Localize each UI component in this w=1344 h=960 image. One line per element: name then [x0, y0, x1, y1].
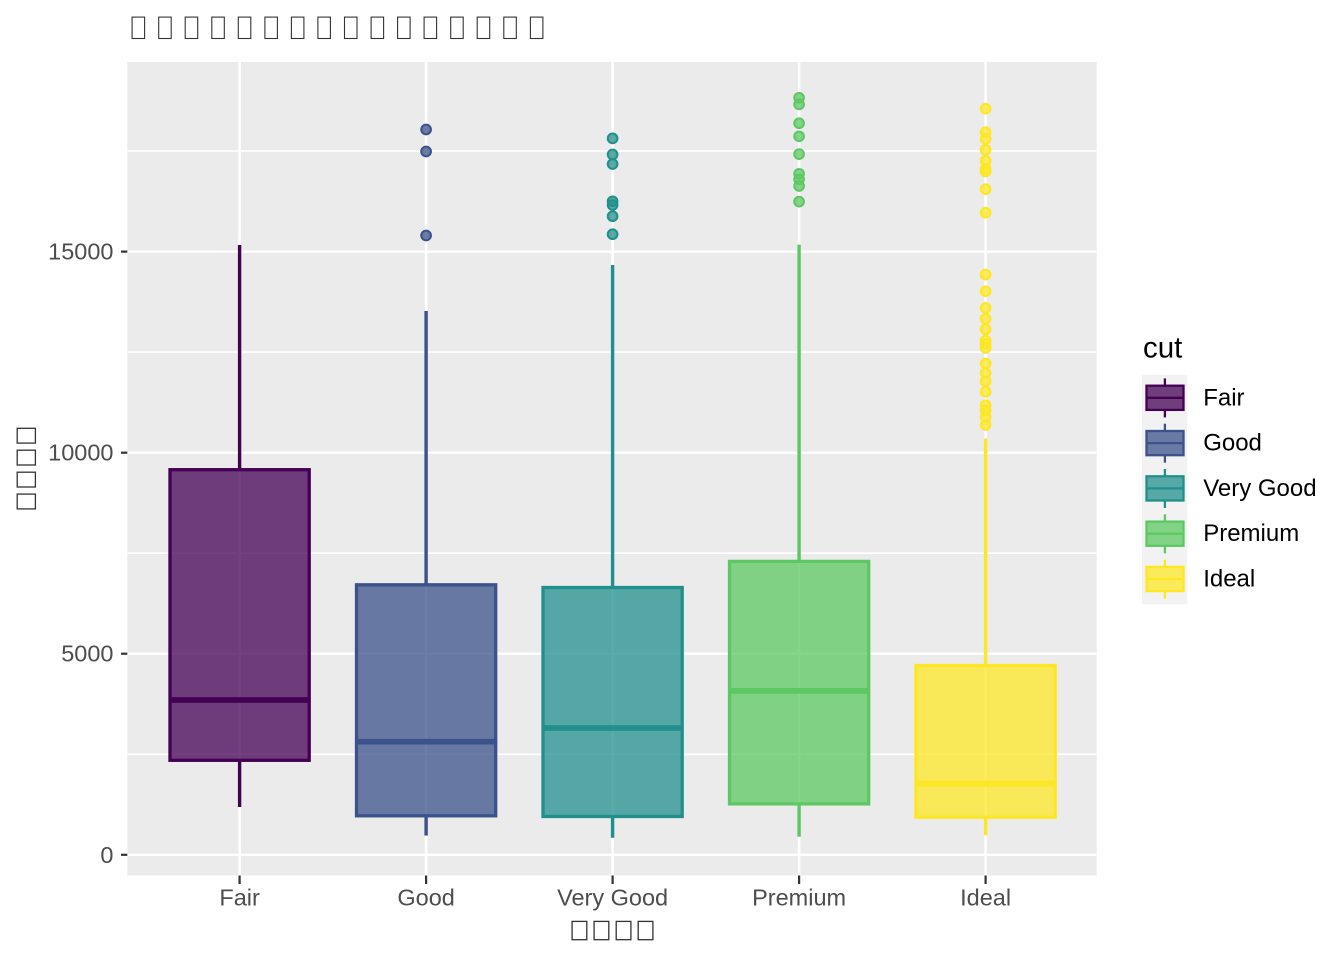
svg-text:Good: Good — [1203, 430, 1262, 457]
svg-text:Premium: Premium — [752, 885, 846, 911]
svg-text:Ideal: Ideal — [1203, 566, 1255, 593]
svg-text:Fair: Fair — [219, 885, 260, 911]
svg-text:cut: cut — [1143, 332, 1182, 365]
svg-text:Good: Good — [397, 885, 455, 911]
svg-text:5000: 5000 — [61, 641, 113, 667]
svg-text:Premium: Premium — [1203, 520, 1299, 547]
svg-text:Very Good: Very Good — [1203, 475, 1316, 502]
svg-text:Ideal: Ideal — [960, 885, 1011, 911]
svg-text:10000: 10000 — [48, 440, 113, 466]
svg-text:Fair: Fair — [1203, 384, 1244, 411]
svg-text:0: 0 — [100, 842, 113, 868]
svg-text:15000: 15000 — [48, 239, 113, 265]
svg-text:Very Good: Very Good — [557, 885, 668, 911]
